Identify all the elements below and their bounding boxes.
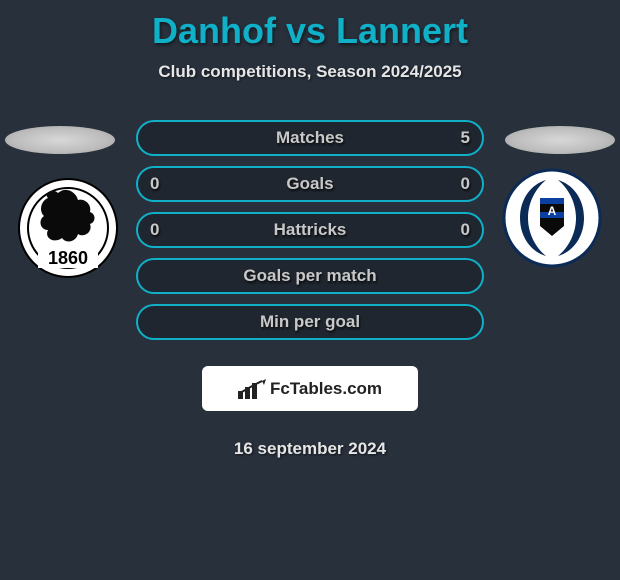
stat-label: Matches [276, 128, 344, 148]
fctables-label: FcTables.com [270, 379, 382, 399]
club-logo-right: A [502, 168, 602, 268]
player-left-oval [5, 126, 115, 154]
stat-left-value: 0 [150, 220, 159, 240]
stat-label: Hattricks [274, 220, 347, 240]
arminia-bielefeld-logo-icon: A [502, 168, 602, 268]
player-right-oval [505, 126, 615, 154]
svg-text:A: A [548, 204, 557, 218]
1860-munich-logo-icon: 1860 [18, 178, 118, 278]
page-title: Danhof vs Lannert [0, 0, 620, 52]
stat-label: Min per goal [260, 312, 360, 332]
stat-row-goals: 0 Goals 0 [136, 166, 484, 202]
stat-row-matches: Matches 5 [136, 120, 484, 156]
stat-label: Goals [286, 174, 333, 194]
club-left-year: 1860 [48, 248, 88, 268]
stat-right-value: 5 [461, 128, 470, 148]
subtitle: Club competitions, Season 2024/2025 [0, 62, 620, 82]
fctables-chart-icon [238, 379, 266, 399]
stat-row-hattricks: 0 Hattricks 0 [136, 212, 484, 248]
stat-right-value: 0 [461, 174, 470, 194]
stat-right-value: 0 [461, 220, 470, 240]
club-logo-left: 1860 [18, 178, 118, 278]
stat-row-goals-per-match: Goals per match [136, 258, 484, 294]
stat-row-min-per-goal: Min per goal [136, 304, 484, 340]
stat-left-value: 0 [150, 174, 159, 194]
fctables-badge[interactable]: FcTables.com [202, 366, 418, 411]
stats-container: Matches 5 0 Goals 0 0 Hattricks 0 Goals … [136, 120, 484, 459]
stat-label: Goals per match [243, 266, 376, 286]
date-text: 16 september 2024 [136, 439, 484, 459]
